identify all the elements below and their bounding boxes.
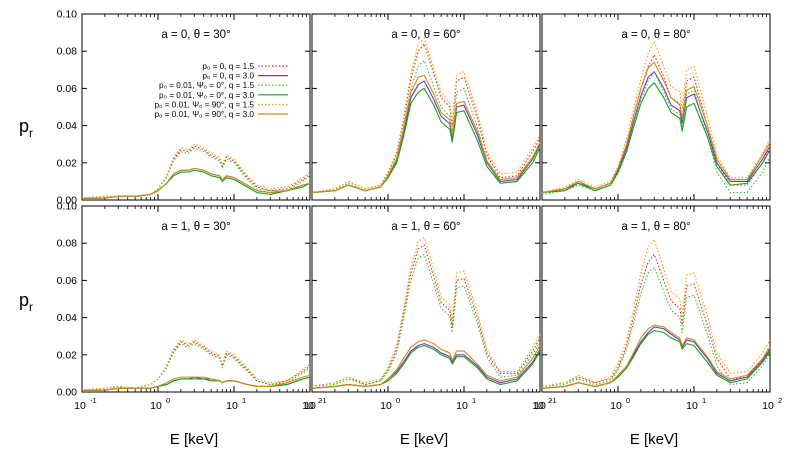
- series-line: [541, 326, 771, 389]
- y-tick-label: 0.02: [57, 157, 78, 169]
- y-tick-label: 0.02: [57, 349, 78, 361]
- legend-label: p₀ = 0.01, Ψ₀ = 90°, q = 1.5: [154, 100, 254, 109]
- legend-label: p₀ = 0.01, Ψ₀ = 0°, q = 3.0: [159, 91, 254, 100]
- svg-text:pr: pr: [19, 116, 33, 140]
- panel-frame: [311, 205, 541, 393]
- x-tick-label: 10: [302, 400, 314, 412]
- y-tick-label: 0.08: [57, 46, 78, 58]
- x-tick-label: 10: [74, 400, 86, 412]
- x-tick-label: 10: [380, 400, 392, 412]
- series-line: [82, 169, 311, 199]
- y-tick-label: 0.00: [57, 195, 78, 207]
- x-tick-exponent: 0: [626, 396, 630, 405]
- legend: p₀ = 0, q = 1.5p₀ = 0, q = 3.0p₀ = 0.01,…: [154, 62, 288, 119]
- x-tick-exponent: 0: [396, 396, 400, 405]
- y-tick-label: 0.06: [57, 83, 78, 95]
- y-tick-label: 0.04: [57, 312, 78, 324]
- series-line: [541, 71, 771, 194]
- svg-text:pr: pr: [19, 290, 33, 314]
- series-line: [81, 339, 311, 391]
- x-tick-exponent: -1: [320, 396, 327, 405]
- legend-label: p₀ = 0.01, Ψ₀ = 0°, q = 1.5: [159, 81, 254, 90]
- series-line: [541, 71, 771, 195]
- series-line: [311, 74, 541, 194]
- series-line: [311, 343, 541, 389]
- x-tick-exponent: 2: [778, 396, 782, 405]
- x-tick-exponent: 1: [242, 396, 246, 405]
- panel-title: a = 0, θ = 80°: [621, 29, 690, 41]
- x-tick-label: 10: [456, 400, 468, 412]
- series-line: [541, 238, 771, 387]
- y-tick-label: 0.06: [57, 275, 78, 287]
- legend-label: p₀ = 0, q = 3.0: [202, 72, 254, 81]
- series-line: [311, 80, 541, 194]
- series-line: [311, 59, 541, 194]
- panel-frame: [311, 13, 541, 201]
- x-axis-label: E [keV]: [170, 431, 218, 448]
- x-tick-label: 10: [762, 400, 774, 412]
- panel-title: a = 0, θ = 30°: [161, 29, 230, 41]
- chart-panel: 10 -1 10 0 10 1 10 2a = 1, θ = 80°: [534, 205, 782, 412]
- x-axis-labels: E [keV] E [keV] E [keV]: [170, 431, 678, 448]
- series-line: [311, 37, 541, 194]
- x-tick-label: 10: [686, 400, 698, 412]
- x-tick-label: 10: [534, 400, 546, 412]
- series-line: [311, 237, 541, 387]
- series-line: [541, 253, 771, 387]
- series-line: [82, 167, 311, 199]
- chart-panel: 0.00 0.02 0.04 0.06 0.08 0.10 a = 0, θ = 30° p₀…: [57, 9, 311, 207]
- series-line: [311, 253, 541, 387]
- y-tick-label: 0.10: [57, 201, 78, 213]
- panel-frame: [541, 205, 771, 393]
- x-tick-exponent: 1: [702, 396, 706, 405]
- x-tick-label: 10: [150, 400, 162, 412]
- y-axis-label: pr pr: [19, 116, 33, 314]
- panel-frame: [541, 13, 771, 201]
- series-line: [81, 145, 311, 199]
- legend-label: p₀ = 0, q = 1.5: [202, 62, 254, 71]
- chart-panel: a = 0, θ = 60°: [311, 13, 541, 201]
- x-tick-label: 10: [304, 400, 316, 412]
- x-tick-exponent: -1: [90, 396, 97, 405]
- x-tick-exponent: 0: [166, 396, 170, 405]
- x-tick-exponent: 1: [472, 396, 476, 405]
- panels: 0.00 0.02 0.04 0.06 0.08 0.10 a = 0, θ = 30° p₀…: [57, 9, 783, 413]
- panel-title: a = 1, θ = 60°: [391, 221, 460, 233]
- x-axis-label: E [keV]: [400, 431, 448, 448]
- y-tick-label: 0.10: [57, 9, 78, 21]
- series-line: [541, 61, 771, 194]
- x-tick-exponent: -1: [550, 396, 557, 405]
- chart-panel: a = 0, θ = 80°: [541, 13, 771, 201]
- panel-title: a = 0, θ = 60°: [391, 29, 460, 41]
- panel-title: a = 1, θ = 30°: [161, 221, 230, 233]
- series-line: [81, 341, 311, 391]
- x-tick-label: 10: [532, 400, 544, 412]
- y-tick-label: 0.08: [57, 238, 78, 250]
- series-line: [311, 339, 541, 389]
- x-tick-label: 10: [226, 400, 238, 412]
- series-line: [541, 41, 771, 194]
- series-line: [311, 244, 541, 387]
- series-line: [541, 324, 771, 389]
- chart-panel: 10 -1 10 0 10 1 10 2a = 1, θ = 60°: [304, 205, 552, 412]
- series-line: [82, 374, 311, 391]
- panel-title: a = 1, θ = 80°: [621, 221, 690, 233]
- y-tick-label: 0.00: [57, 387, 78, 399]
- panel-frame: [81, 205, 311, 393]
- chart-panel: 0.00 0.02 0.04 0.06 0.08 0.10 10 -1 10 0 10 1 10 2 a =…: [57, 201, 323, 413]
- x-axis-label: E [keV]: [630, 431, 678, 448]
- series-line: [541, 82, 771, 194]
- x-tick-exponent: 2: [318, 396, 322, 405]
- panel-frame: [81, 13, 311, 201]
- y-tick-label: 0.04: [57, 120, 78, 132]
- x-tick-label: 10: [610, 400, 622, 412]
- x-tick-exponent: 2: [548, 396, 552, 405]
- legend-label: p₀ = 0.01, Ψ₀ = 90°, q = 3.0: [154, 110, 254, 119]
